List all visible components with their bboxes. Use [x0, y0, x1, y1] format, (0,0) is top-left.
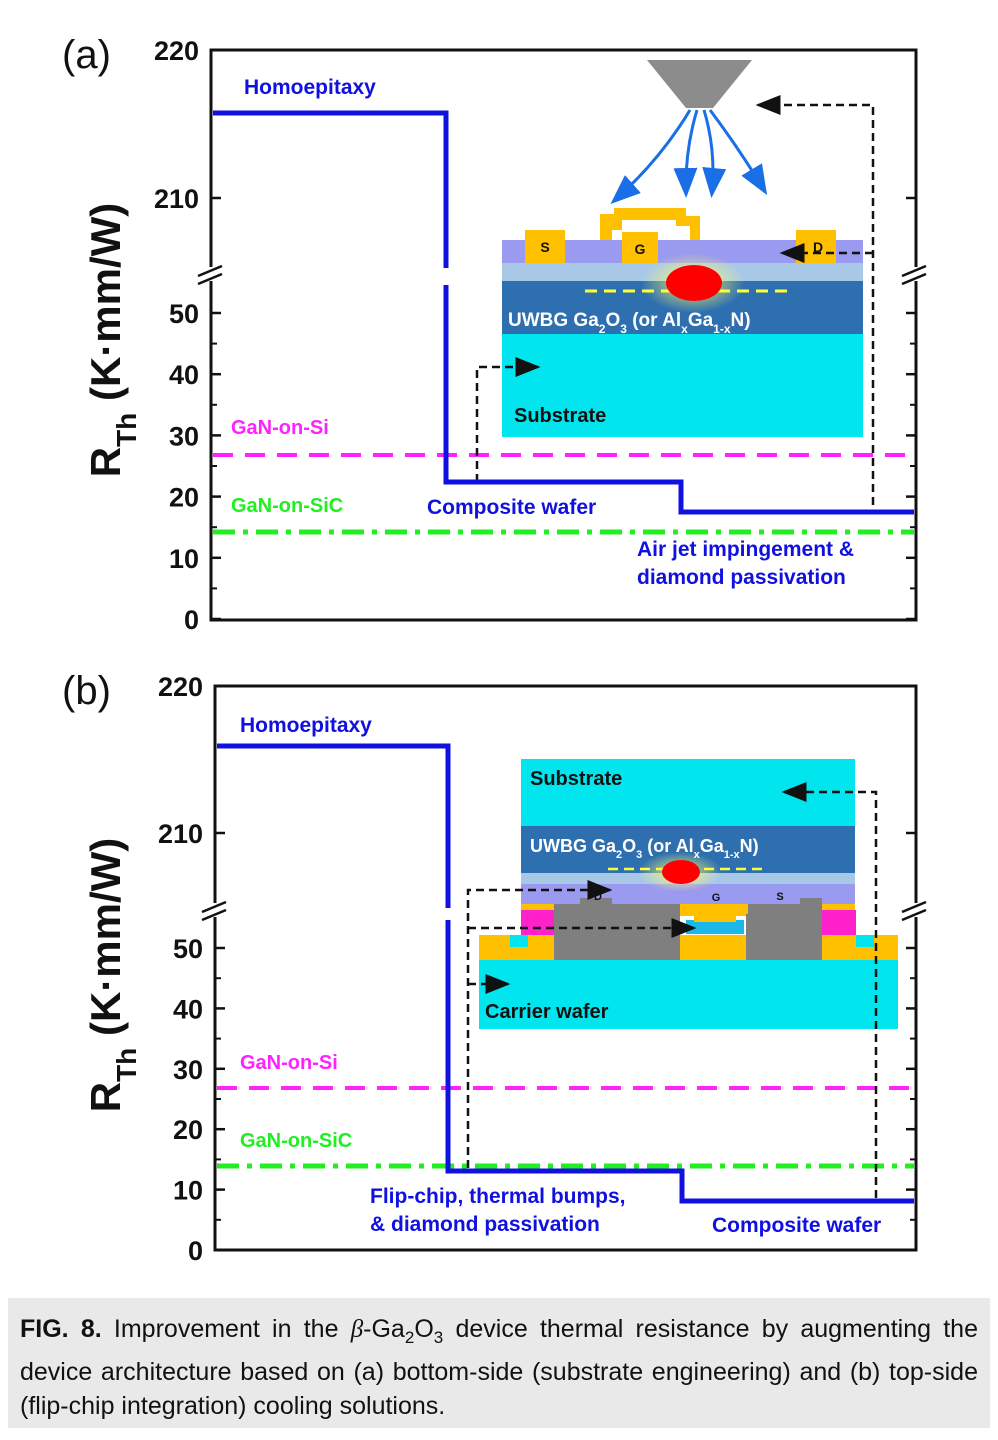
- panel-b-step-label-flipchip-1: Flip-chip, thermal bumps,: [370, 1185, 626, 1208]
- panel-b-rth-step-line-lower: [445, 920, 914, 1204]
- inset-b-magenta-right: [822, 910, 856, 935]
- panel-b-step-label-composite: Composite wafer: [712, 1214, 881, 1237]
- y-tick-label: 30: [173, 1055, 203, 1085]
- inset-a-source-contact: [525, 230, 565, 263]
- panel-b-ylabel: RTh (K·mm/W): [82, 838, 142, 1113]
- panel-b-device-inset: D G S Substrate UWBG Ga2O3 (or AlxGa1-xN…: [466, 759, 898, 1198]
- inset-b-heat-path-arrows: [466, 782, 878, 1198]
- inset-b-gate-label: G: [712, 892, 721, 904]
- figure: (a) RTh (K·mm/W) 0 10 20 30 40 50 210 220 GaN-o…: [62, 33, 927, 1266]
- y-tick-label: 40: [173, 994, 203, 1024]
- panel-a-axis-break-right: [901, 264, 927, 286]
- panel-a-rth-step-line: [213, 110, 449, 268]
- inset-b-gate-contact: [682, 904, 748, 922]
- inset-a-substrate-label: Substrate: [514, 405, 606, 427]
- inset-a-air-jet-arrows: [610, 109, 768, 204]
- panel-a-axis-break-left: [197, 264, 223, 286]
- y-tick-label: 50: [173, 934, 203, 964]
- inset-a-hotspot: [666, 265, 722, 301]
- panel-b-axis-break-left: [201, 900, 227, 922]
- panel-b-y-ticks: 0 10 20 30 40 50 210 220: [158, 672, 916, 1266]
- panel-b-gan-on-si-label: GaN-on-Si: [240, 1052, 338, 1074]
- inset-b-pad-left: [510, 935, 528, 947]
- y-tick-label: 0: [184, 605, 199, 635]
- inset-b-gate-bridge: [686, 920, 744, 934]
- panel-a-ylabel: RTh (K·mm/W): [82, 203, 142, 478]
- inset-b-hotspot: [662, 860, 700, 884]
- inset-a-channel-label: UWBG Ga2O3 (or AlxGa1-xN): [508, 310, 751, 336]
- panel-a-y-ticks: 0 10 20 30 40 50 210 220: [154, 36, 916, 635]
- inset-b-channel-label: UWBG Ga2O3 (or AlxGa1-xN): [530, 836, 759, 861]
- inset-a-gate-contact: [622, 232, 658, 263]
- y-tick-label: 210: [158, 819, 203, 849]
- y-tick-label: 30: [169, 421, 199, 451]
- caption-sub-3: 3: [433, 1328, 444, 1347]
- caption-text-post: device thermal resistance by augmenting …: [20, 1315, 985, 1420]
- inset-b-source-label: S: [776, 891, 783, 903]
- inset-b-carrier-wafer: [479, 960, 898, 1029]
- inset-a-heat-path-arrows: [475, 95, 875, 505]
- panel-a-gan-on-sic-label: GaN-on-SiC: [231, 495, 343, 517]
- inset-b-carrier-label: Carrier wafer: [485, 1001, 609, 1023]
- caption-text-ga: -Ga: [363, 1315, 405, 1343]
- inset-a-source-label: S: [540, 239, 549, 255]
- inset-a-substrate-layer: [502, 334, 863, 437]
- panel-b-axis-break-right: [901, 900, 927, 922]
- y-tick-label: 10: [173, 1176, 203, 1206]
- panel-b-plot-frame: [213, 684, 918, 1252]
- inset-b-substrate-label: Substrate: [530, 768, 622, 790]
- panel-b-step-label-homoepitaxy: Homoepitaxy: [240, 714, 372, 737]
- inset-a-air-jet-nozzle-icon: [647, 60, 752, 108]
- inset-b-magenta-left: [521, 910, 556, 935]
- panel-a-chart: (a) RTh (K·mm/W) 0 10 20 30 40 50 210 220 GaN-o…: [62, 33, 927, 635]
- figure-caption: FIG. 8. Improvement in the β-Ga2O3 devic…: [8, 1298, 990, 1428]
- panel-a-rth-step-line-lower: [443, 285, 914, 515]
- panel-a-step-label-airjet-1: Air jet impingement &: [637, 538, 854, 561]
- caption-beta-symbol: β: [350, 1316, 364, 1343]
- panel-a-device-inset: S G D UWBG Ga2O3 (or AlxGa1-xN) Substrat…: [475, 60, 875, 505]
- y-tick-label: 0: [188, 1236, 203, 1266]
- panel-a-step-label-homoepitaxy: Homoepitaxy: [244, 76, 376, 99]
- caption-label: FIG. 8.: [20, 1315, 102, 1343]
- inset-a-passivation-layer: [502, 240, 863, 263]
- y-tick-label: 10: [169, 544, 199, 574]
- panel-a-plot-frame: [209, 48, 918, 622]
- inset-b-drain-label: D: [594, 891, 602, 903]
- y-tick-label: 20: [173, 1115, 203, 1145]
- panel-b-chart: (b) RTh (K·mm/W) 0 10 20 30 40 50 210 220 GaN-o…: [62, 669, 927, 1266]
- inset-a-drain-label: D: [813, 239, 823, 255]
- y-tick-label: 210: [154, 184, 199, 214]
- inset-b-thermal-bump-right: [746, 898, 822, 960]
- panel-a-step-label-airjet-2: diamond passivation: [637, 566, 846, 589]
- caption-text-o: O: [414, 1315, 434, 1343]
- caption-text-pre: Improvement in the: [101, 1315, 351, 1343]
- inset-a-gate-field-plate: [600, 208, 700, 240]
- y-tick-label: 40: [169, 360, 199, 390]
- panel-b-label: (b): [62, 669, 111, 713]
- y-tick-label: 20: [169, 483, 199, 513]
- y-tick-label: 50: [169, 299, 199, 329]
- caption-sub-2: 2: [404, 1328, 415, 1347]
- inset-b-pad-right: [856, 935, 874, 947]
- inset-b-bond-metal: [479, 935, 898, 960]
- panel-b-rth-step-line: [217, 743, 451, 908]
- panel-b-gan-on-sic-label: GaN-on-SiC: [240, 1130, 352, 1152]
- y-tick-label: 220: [158, 672, 203, 702]
- panel-a-label: (a): [62, 33, 111, 77]
- panel-a-step-label-composite: Composite wafer: [427, 496, 596, 519]
- panel-a-gan-on-si-label: GaN-on-Si: [231, 417, 329, 439]
- inset-a-gate-label: G: [635, 241, 646, 257]
- y-tick-label: 220: [154, 36, 199, 66]
- panel-b-step-label-flipchip-2: & diamond passivation: [370, 1213, 600, 1236]
